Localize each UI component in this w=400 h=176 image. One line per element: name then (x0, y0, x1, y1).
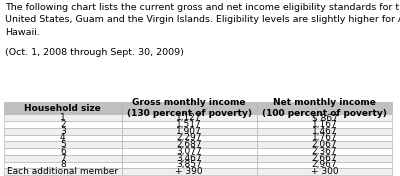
Bar (4, 128, 122, 134)
Bar (4, 155, 122, 162)
Text: 1,517: 1,517 (176, 120, 202, 129)
Text: + 390: + 390 (176, 167, 203, 176)
Bar (257, 114, 392, 121)
Bar (122, 168, 257, 175)
Bar (257, 121, 392, 128)
Bar (257, 162, 392, 168)
Bar (4, 102, 122, 114)
Bar (122, 114, 257, 121)
Text: 5: 5 (60, 140, 66, 149)
Bar (122, 102, 257, 114)
Bar (4, 148, 122, 155)
Text: 4: 4 (60, 133, 66, 142)
Text: 3,467: 3,467 (176, 154, 202, 163)
Bar (122, 121, 257, 128)
Text: 2,967: 2,967 (312, 161, 337, 169)
Text: 1,127: 1,127 (176, 113, 202, 122)
Bar (257, 148, 392, 155)
Bar (122, 155, 257, 162)
Text: Hawaii.: Hawaii. (5, 28, 40, 37)
Bar (257, 102, 392, 114)
Text: 2,067: 2,067 (312, 140, 337, 149)
Text: 1,167: 1,167 (312, 120, 337, 129)
Bar (4, 121, 122, 128)
Text: $ 867: $ 867 (312, 113, 337, 122)
Text: 2,367: 2,367 (312, 147, 337, 156)
Bar (4, 134, 122, 141)
Text: + 300: + 300 (311, 167, 338, 176)
Bar (4, 162, 122, 168)
Bar (122, 141, 257, 148)
Bar (4, 114, 122, 121)
Text: 7: 7 (60, 154, 66, 163)
Text: 3,857: 3,857 (176, 161, 202, 169)
Text: (Oct. 1, 2008 through Sept. 30, 2009): (Oct. 1, 2008 through Sept. 30, 2009) (5, 48, 184, 57)
Bar (257, 134, 392, 141)
Text: 1,467: 1,467 (312, 127, 337, 136)
Text: United States, Guam and the Virgin Islands. Eligibility levels are slightly high: United States, Guam and the Virgin Islan… (5, 15, 400, 24)
Text: 1: 1 (60, 113, 66, 122)
Bar (257, 141, 392, 148)
Bar (257, 168, 392, 175)
Text: The following chart lists the current gross and net income eligibility standards: The following chart lists the current gr… (5, 3, 400, 12)
Text: 1,907: 1,907 (176, 127, 202, 136)
Bar (257, 155, 392, 162)
Bar (257, 128, 392, 134)
Text: Net monthly income
(100 percent of poverty): Net monthly income (100 percent of pover… (262, 98, 387, 118)
Text: 3,077: 3,077 (176, 147, 202, 156)
Bar (122, 162, 257, 168)
Text: 2,667: 2,667 (312, 154, 337, 163)
Text: 3: 3 (60, 127, 66, 136)
Bar (122, 148, 257, 155)
Text: 8: 8 (60, 161, 66, 169)
Text: 1,767: 1,767 (312, 133, 337, 142)
Bar (4, 168, 122, 175)
Text: 2,687: 2,687 (176, 140, 202, 149)
Bar (4, 141, 122, 148)
Bar (122, 134, 257, 141)
Bar (122, 128, 257, 134)
Text: Gross monthly income
(130 percent of poverty): Gross monthly income (130 percent of pov… (127, 98, 252, 118)
Text: 2: 2 (60, 120, 66, 129)
Text: Each additional member: Each additional member (7, 167, 118, 176)
Text: Household size: Household size (24, 104, 101, 113)
Text: 2,297: 2,297 (176, 133, 202, 142)
Text: 6: 6 (60, 147, 66, 156)
